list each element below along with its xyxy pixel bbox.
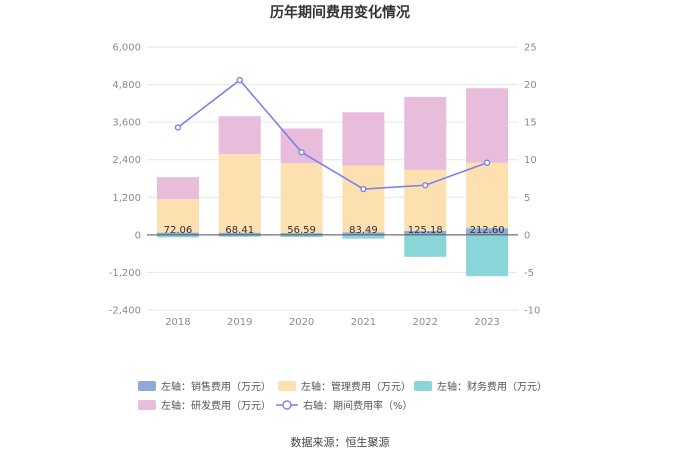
legend-swatch — [414, 381, 432, 391]
left-tick-label: 2,400 — [112, 155, 141, 166]
x-axis-ticks: 2018 2019 2020 2021 2022 2023 — [165, 317, 500, 328]
legend-label: 左轴：研发费用（万元） — [161, 399, 271, 412]
right-tick-label: 20 — [524, 80, 537, 91]
sales-bar — [218, 232, 261, 235]
legend-swatch — [138, 400, 156, 410]
admin-bar — [156, 199, 199, 233]
sales-data-label: 83.49 — [349, 225, 378, 236]
rate-point — [360, 185, 367, 193]
left-tick-label: 6,000 — [112, 43, 141, 54]
admin-bar — [404, 169, 447, 231]
finance-bar — [404, 234, 447, 257]
finance-bar — [156, 234, 199, 238]
admin-bar — [218, 154, 261, 233]
data-labels: 72.06 68.41 56.59 83.49 125.18 212.60 — [164, 225, 505, 236]
rate-polyline — [177, 78, 488, 190]
sales-data-label: 68.41 — [225, 225, 254, 236]
right-tick-label: -10 — [524, 306, 540, 317]
sales-data-label: 125.18 — [408, 225, 443, 236]
left-axis-ticks: -2,400 -1,200 0 1,200 2,400 3,600 4,800 6,000 — [109, 43, 141, 317]
admin-bar — [280, 163, 323, 234]
right-tick-label: 0 — [524, 230, 530, 241]
rd-bar — [156, 177, 199, 200]
x-tick-label: 2022 — [413, 317, 438, 328]
right-axis-ticks: -10 -5 0 5 10 15 20 25 — [524, 43, 540, 317]
x-tick-label: 2018 — [165, 317, 190, 328]
rate-point — [483, 159, 491, 166]
bars — [156, 88, 509, 277]
rate-point — [174, 124, 182, 131]
rate-point — [422, 182, 429, 189]
legend-marker — [282, 400, 292, 410]
right-tick-label: 10 — [524, 155, 537, 166]
finance-bar — [342, 234, 385, 239]
rd-bar — [218, 116, 261, 155]
sales-bar — [156, 232, 199, 235]
sales-data-label: 72.06 — [164, 225, 193, 236]
sales-bar — [466, 228, 509, 235]
right-tick-label: -5 — [524, 268, 534, 279]
rd-bar — [342, 112, 385, 166]
rd-bar — [466, 88, 509, 163]
sales-data-label: 56.59 — [287, 225, 316, 236]
rate-point — [298, 148, 305, 156]
admin-bar — [342, 165, 385, 233]
legend-label: 左轴：财务费用（万元） — [437, 380, 547, 393]
x-tick-label: 2019 — [227, 317, 252, 328]
finance-bar — [466, 234, 509, 277]
legend-label: 左轴：管理费用（万元） — [301, 380, 411, 393]
rd-bar — [404, 96, 447, 170]
legend-swatch — [278, 381, 296, 391]
left-tick-label: -2,400 — [109, 306, 141, 317]
legend-swatch — [138, 381, 156, 391]
x-tick-label: 2021 — [351, 317, 376, 328]
sales-bar — [404, 230, 447, 235]
left-tick-label: 0 — [135, 230, 141, 241]
rate-line — [174, 76, 491, 193]
legend: 左轴：销售费用（万元） 左轴：管理费用（万元） 左轴：财务费用（万元） 左轴：研发费用… — [138, 380, 547, 412]
sales-data-label: 212.60 — [470, 225, 505, 236]
gridlines — [147, 46, 518, 311]
right-tick-label: 15 — [524, 118, 537, 129]
left-tick-label: 1,200 — [112, 193, 141, 204]
chart-title: 历年期间费用变化情况 — [270, 4, 410, 21]
right-tick-label: 25 — [524, 43, 537, 54]
rate-point — [236, 76, 243, 84]
legend-label: 左轴：销售费用（万元） — [161, 380, 271, 393]
left-tick-label: 4,800 — [112, 80, 141, 91]
sales-bar — [342, 232, 385, 235]
right-tick-label: 5 — [524, 193, 530, 204]
source-note: 数据来源：恒生聚源 — [291, 435, 390, 449]
finance-bar — [280, 234, 323, 238]
rd-bar — [280, 128, 323, 164]
x-tick-label: 2023 — [474, 317, 499, 328]
admin-bar — [466, 162, 509, 229]
sales-bar — [280, 233, 323, 235]
legend-label: 右轴：期间费用率（%） — [303, 399, 413, 412]
x-tick-label: 2020 — [289, 317, 314, 328]
left-tick-label: -1,200 — [109, 268, 141, 279]
finance-bar — [218, 234, 261, 237]
left-tick-label: 3,600 — [112, 118, 141, 129]
